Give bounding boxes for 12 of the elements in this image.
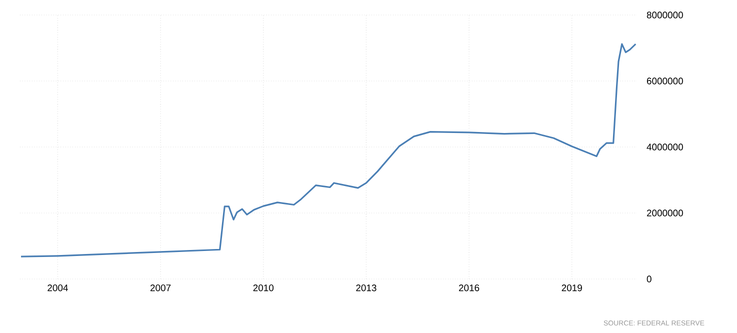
y-tick-label: 8000000	[646, 12, 683, 18]
line-series	[20, 43, 636, 258]
y-tick-label: 4000000	[646, 144, 683, 150]
y-tick-label: 6000000	[646, 78, 683, 84]
y-tick-label: 0	[646, 276, 652, 282]
y-tick-label: 2000000	[646, 210, 683, 216]
x-tick-label: 2013	[356, 284, 376, 292]
x-tick-label: 2019	[562, 284, 582, 292]
x-tick-label: 2004	[48, 284, 68, 292]
x-tick-label: 2010	[253, 284, 274, 292]
x-tick-label: 2016	[458, 284, 480, 292]
x-tick-label: 2007	[150, 284, 171, 292]
